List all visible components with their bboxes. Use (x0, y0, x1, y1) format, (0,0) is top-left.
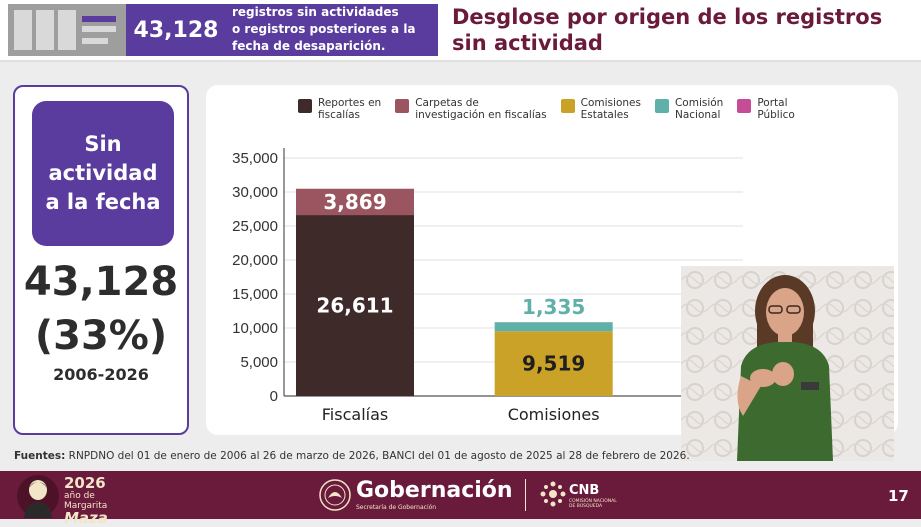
summary-card: Sin actividad a la fecha 43,128 (33%) 20… (13, 85, 189, 435)
slide-thumbnail (8, 4, 126, 56)
y-tick-label: 30,000 (232, 184, 278, 201)
summary-percent: (33%) (34, 313, 168, 359)
y-tick-label: 20,000 (232, 252, 278, 269)
slide-header: 43,128 registros sin actividades o regis… (0, 0, 921, 62)
bar-fiscalías-0 (296, 215, 414, 396)
footer-divider (525, 479, 526, 511)
sign-language-interpreter-video (681, 266, 894, 461)
bar-comisiones-2 (494, 331, 613, 396)
sources-note: Fuentes: RNPDNO del 01 de enero de 2006 … (14, 450, 690, 462)
summary-total: 43,128 (23, 259, 179, 305)
header-subtitle: registros sin actividades o registros po… (226, 4, 438, 56)
y-tick-label: 25,000 (232, 218, 278, 235)
y-tick-label: 0 (270, 388, 278, 405)
data-label: 1,335 (522, 295, 585, 319)
cnb-subtitle: COMISIÓN NACIONAL DE BÚSQUEDA (569, 499, 617, 509)
legend-item-reportes: Reportes en fiscalías (298, 97, 381, 121)
legend-item-comisiones-estatales: Comisiones Estatales (560, 97, 641, 121)
summary-years: 2006-2026 (53, 365, 149, 384)
y-tick-label: 10,000 (232, 320, 278, 337)
chart-legend: Reportes en fiscalías Carpetas de investig… (298, 97, 809, 121)
footer-bar: 2026 año de Margarita Maza Gobernación S… (0, 471, 921, 526)
portrait-icon (17, 475, 59, 518)
gobernacion-subtitle: Secretaría de Gobernación (356, 504, 437, 511)
gobernacion-logo: Gobernación (356, 478, 513, 503)
data-label: 26,611 (316, 294, 393, 318)
y-tick-label: 15,000 (232, 286, 278, 303)
page-number: 17 (888, 487, 909, 505)
cnb-logo-icon (540, 481, 566, 507)
data-label: 3,869 (323, 190, 386, 214)
coat-of-arms-icon (319, 479, 351, 511)
x-tick-label: Comisiones (508, 405, 600, 424)
x-tick-label: Fiscalías (322, 405, 388, 424)
cnb-logo: CNB (569, 483, 600, 498)
bar-comisiones-3 (494, 322, 613, 332)
legend-item-comision-nacional: Comisión Nacional (654, 97, 723, 121)
header-count: 43,128 (126, 4, 226, 56)
y-tick-label: 5,000 (240, 354, 278, 371)
legend-item-carpetas: Carpetas de investigación en fiscalías (395, 97, 547, 121)
slide-title: Desglose por origen de los registros sin… (452, 5, 883, 55)
bar-fiscalías-1 (296, 188, 414, 216)
summary-label-box: Sin actividad a la fecha (32, 101, 174, 246)
data-label: 9,519 (522, 352, 585, 376)
y-tick-label: 35,000 (232, 150, 278, 167)
legend-item-portal-publico: Portal Público (737, 97, 795, 121)
